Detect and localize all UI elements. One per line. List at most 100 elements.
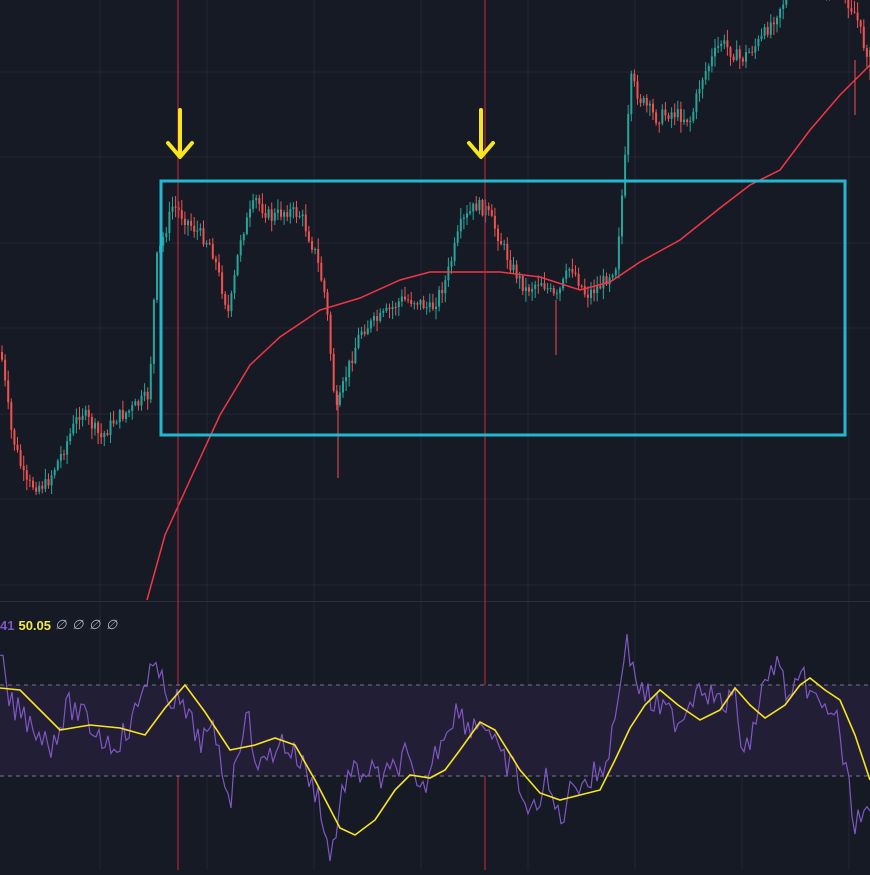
candle-body	[174, 206, 177, 208]
candle-body	[177, 207, 180, 211]
candle-body	[103, 433, 106, 438]
candle-body	[301, 214, 304, 217]
candle-body	[466, 213, 468, 218]
candle-body	[242, 234, 245, 241]
candle-body	[441, 290, 444, 294]
candle-body	[493, 215, 496, 229]
candle-body	[218, 262, 220, 273]
candle-body	[531, 288, 534, 292]
candle-body	[317, 249, 320, 263]
candle-body	[856, 12, 859, 21]
candle-body	[311, 241, 313, 250]
down-arrow-icon	[467, 108, 495, 159]
candle-body	[354, 347, 357, 364]
candle-body	[252, 200, 255, 209]
indicator-panel	[0, 634, 870, 862]
candle-body	[617, 236, 620, 270]
candle-body	[255, 198, 258, 201]
candle-body	[732, 56, 735, 60]
candle-body	[859, 20, 862, 27]
candle-body	[90, 416, 93, 429]
candle-body	[717, 46, 720, 48]
candle-body	[187, 220, 189, 226]
candle-body	[528, 287, 530, 292]
candle-body	[456, 231, 459, 243]
candle-body	[698, 88, 701, 94]
candle-body	[261, 203, 264, 214]
candle-body	[676, 109, 679, 118]
moving-average-line	[146, 64, 870, 601]
candle-body	[379, 312, 382, 321]
candle-body	[44, 479, 47, 489]
candle-body	[289, 209, 292, 217]
candle-body	[704, 71, 707, 80]
candle-body	[94, 422, 96, 429]
candle-body	[865, 48, 868, 57]
candle-body	[667, 115, 670, 119]
candle-body	[673, 112, 676, 118]
candle-body	[280, 209, 282, 217]
candle-body	[233, 274, 236, 294]
candle-body	[400, 296, 403, 302]
candle-body	[416, 303, 419, 305]
candle-body	[611, 275, 614, 278]
candle-body	[69, 433, 72, 442]
candle-body	[518, 275, 521, 279]
candle-body	[121, 410, 124, 419]
candle-body	[621, 195, 623, 237]
candle-body	[630, 73, 633, 115]
candle-body	[25, 470, 28, 480]
candle-body	[149, 363, 152, 400]
candle-body	[75, 417, 78, 424]
candle-body	[546, 288, 549, 290]
candle-body	[137, 401, 140, 406]
candle-body	[590, 289, 592, 298]
candle-body	[63, 453, 65, 455]
candle-body	[106, 433, 109, 436]
candle-body	[304, 214, 307, 232]
candle-body	[692, 111, 695, 121]
candle-body	[652, 103, 654, 113]
candle-body	[450, 261, 453, 267]
candle-body	[41, 485, 44, 489]
candle-body	[394, 307, 397, 309]
candle-body	[32, 480, 34, 488]
candle-body	[391, 307, 394, 310]
candle-body	[658, 123, 661, 125]
candle-body	[475, 203, 478, 211]
candle-body	[785, 0, 788, 5]
candle-body	[453, 242, 456, 262]
candle-body	[314, 249, 317, 251]
candle-body	[850, 8, 853, 12]
candle-body	[100, 433, 103, 438]
candle-body	[506, 243, 509, 260]
candle-body	[348, 360, 351, 378]
candle-body	[28, 479, 31, 481]
candle-body	[602, 276, 605, 289]
candle-body	[211, 244, 214, 259]
candle-body	[726, 40, 729, 48]
candle-body	[586, 294, 589, 298]
candle-body	[332, 353, 335, 391]
candle-body	[97, 422, 100, 434]
candle-body	[689, 120, 692, 123]
candle-body	[648, 103, 651, 106]
candle-body	[664, 109, 667, 116]
candle-body	[624, 154, 627, 196]
candle-body	[487, 205, 490, 211]
candle-body	[286, 212, 289, 217]
candle-body	[342, 381, 344, 393]
candle-body	[748, 51, 751, 53]
candle-body	[710, 56, 713, 67]
candle-body	[515, 264, 518, 279]
candle-body	[593, 289, 596, 294]
candle-body	[267, 209, 270, 218]
candle-body	[78, 417, 81, 420]
candle-body	[13, 429, 16, 445]
candle-body	[679, 109, 682, 122]
candle-body	[413, 303, 416, 305]
candle-body	[224, 293, 227, 305]
candle-body	[686, 119, 689, 123]
